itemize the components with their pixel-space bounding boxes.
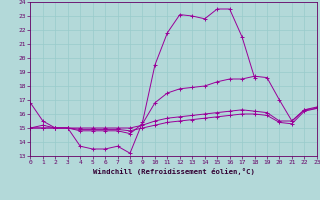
X-axis label: Windchill (Refroidissement éolien,°C): Windchill (Refroidissement éolien,°C) bbox=[93, 168, 254, 175]
